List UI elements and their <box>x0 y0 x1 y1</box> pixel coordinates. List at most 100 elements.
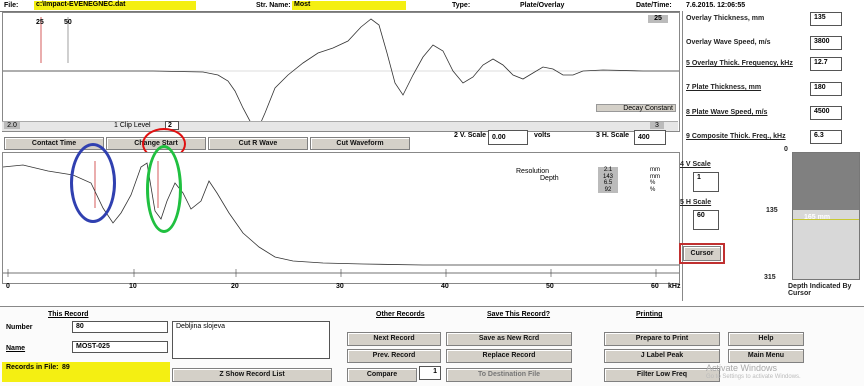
name-input[interactable]: MOST-025 <box>72 341 168 353</box>
depth-marker-label: 165 mm <box>804 214 831 221</box>
axis-tick-label: 40 <box>441 283 449 290</box>
overlay-thickness-input[interactable]: 135 <box>810 12 842 26</box>
datetime-value: 7.6.2015. 12:06:55 <box>686 2 746 9</box>
resolution-units: mm mm % % <box>650 167 660 193</box>
right-h-scale-input[interactable]: 60 <box>693 210 719 230</box>
blue-highlight-ellipse <box>70 143 116 223</box>
compare-button[interactable]: Compare <box>347 368 417 382</box>
file-label: File: <box>4 2 19 9</box>
res-unit: mm <box>650 167 660 173</box>
depth-bar <box>792 152 860 280</box>
save-record-title: Save This Record? <box>487 311 551 318</box>
marker-1-label: 25 <box>36 19 44 26</box>
res-value: 6.5 <box>603 180 613 186</box>
type-value: Plate/Overlay <box>520 2 565 9</box>
time-scrollbar[interactable] <box>2 121 678 131</box>
compare-input[interactable]: 1 <box>419 366 441 380</box>
overlay-thick-frequency-label: 5 Overlay Thick. Frequency, kHz <box>686 60 793 67</box>
depth-label: Depth <box>540 175 559 182</box>
depth-top-label: 0 <box>784 146 788 153</box>
file-path-field[interactable]: c:\Impact-EVENEGNEC.dat <box>34 1 196 10</box>
overlay-wave-speed-input[interactable]: 3800 <box>810 36 842 50</box>
marker-2-label: 50 <box>64 19 72 26</box>
this-record-title: This Record <box>48 311 89 318</box>
decay-constant-button[interactable]: Decay Constant <box>596 104 676 112</box>
axis-unit-label: kHz <box>668 283 681 290</box>
overlay-layer-fill <box>793 153 859 210</box>
site-label: Str. Name: <box>256 2 291 9</box>
scroll-left-value[interactable]: 2.0 <box>4 122 20 129</box>
datetime-label: Date/Time: <box>636 2 672 9</box>
to-destination-file-button[interactable]: To Destination File <box>446 368 572 382</box>
other-records-title: Other Records <box>376 311 425 318</box>
plate-layer-fill <box>793 209 859 279</box>
green-highlight-ellipse <box>146 145 182 233</box>
composite-thick-freq-label: 9 Composite Thick. Freq., kHz <box>686 133 786 140</box>
axis-tick-label: 0 <box>6 283 10 290</box>
waveform-trace <box>3 18 679 130</box>
axis-tick-label: 20 <box>231 283 239 290</box>
contact-time-button[interactable]: Contact Time <box>4 137 104 150</box>
resolution-values-box: 2.1 143 6.5 92 <box>598 167 618 193</box>
save-as-new-button[interactable]: Save as New Rcrd <box>446 332 572 346</box>
notes-textarea[interactable]: Debljina slojeva <box>172 321 330 359</box>
cursor-button-outline <box>679 243 725 264</box>
depth-caption: Depth Indicated By Cursor <box>788 283 852 297</box>
printing-title: Printing <box>636 311 663 318</box>
depth-cursor-line[interactable] <box>793 218 859 220</box>
records-in-file-label: Records in File: <box>6 364 59 371</box>
cut-r-wave-button[interactable]: Cut R Wave <box>208 137 308 150</box>
res-value: 92 <box>604 186 612 193</box>
plate-wave-speed-label: 8 Plate Wave Speed, m/s <box>686 109 768 116</box>
axis-tick-label: 60 <box>651 283 659 290</box>
res-unit: % <box>650 180 656 186</box>
depth-bottom-label: 315 <box>764 274 776 281</box>
overlay-wave-speed-label: Overlay Wave Speed, m/s <box>686 39 771 46</box>
name-label: Name <box>6 345 26 352</box>
cut-waveform-button[interactable]: Cut Waveform <box>310 137 410 150</box>
axis-tick-label: 10 <box>129 283 137 290</box>
plate-thickness-label: 7 Plate Thickness, mm <box>686 84 762 91</box>
h-scale-label: 3 H. Scale <box>596 132 630 139</box>
show-record-list-button[interactable]: Z Show Record List <box>172 368 332 382</box>
number-label: Number <box>6 324 33 331</box>
plate-thickness-input[interactable]: 180 <box>810 82 842 96</box>
records-in-file-box <box>2 362 170 382</box>
help-button[interactable]: Help <box>728 332 804 346</box>
waveform-plot <box>2 12 680 132</box>
waveform-svg <box>3 17 679 130</box>
scroll-right-label[interactable]: 3 ms <box>650 122 664 136</box>
plate-wave-speed-input[interactable]: 4500 <box>810 106 842 120</box>
axis-tick-label: 50 <box>546 283 554 290</box>
site-name-field[interactable]: Most <box>292 1 406 10</box>
depth-mid-label: 135 <box>766 207 778 214</box>
res-unit: % <box>650 186 656 193</box>
filter-low-freq-button[interactable]: Filter Low Freq <box>604 368 720 382</box>
v-scale-unit: volts <box>534 132 551 139</box>
next-record-button[interactable]: Next Record <box>347 332 441 346</box>
v-scale-input[interactable]: 0.00 <box>488 130 528 145</box>
resolution-label: Resolution <box>516 168 550 175</box>
activate-windows-hint: Go to Settings to activate Windows. <box>706 374 801 380</box>
label-peak-button[interactable]: J Label Peak <box>604 349 720 363</box>
overlay-thickness-label: Overlay Thickness, mm <box>686 15 765 22</box>
activate-windows-watermark: Activate Windows <box>706 363 778 373</box>
prepare-to-print-button[interactable]: Prepare to Print <box>604 332 720 346</box>
number-input[interactable]: 80 <box>72 321 168 333</box>
spectrum-tick-marks <box>7 269 657 277</box>
res-value: 2.1 <box>603 167 613 173</box>
prev-record-button[interactable]: Prev. Record <box>347 349 441 363</box>
replace-record-button[interactable]: Replace Record <box>446 349 572 363</box>
top-corner-value[interactable]: 25 <box>648 15 668 23</box>
res-value: 143 <box>602 173 613 180</box>
type-label: Type: <box>452 2 471 9</box>
h-scale-input[interactable]: 400 <box>634 130 666 145</box>
clip-level-label: 1 Clip Level <box>114 122 151 129</box>
cursor-button[interactable]: Cursor <box>683 246 721 261</box>
composite-thick-freq-input[interactable]: 6.3 <box>810 130 842 144</box>
overlay-thick-frequency-input[interactable]: 12.7 <box>810 57 842 71</box>
main-menu-button[interactable]: Main Menu <box>728 349 804 363</box>
axis-tick-label: 30 <box>336 283 344 290</box>
right-v-scale-label: 4 V Scale <box>680 161 711 168</box>
right-v-scale-input[interactable]: 1 <box>693 172 719 192</box>
